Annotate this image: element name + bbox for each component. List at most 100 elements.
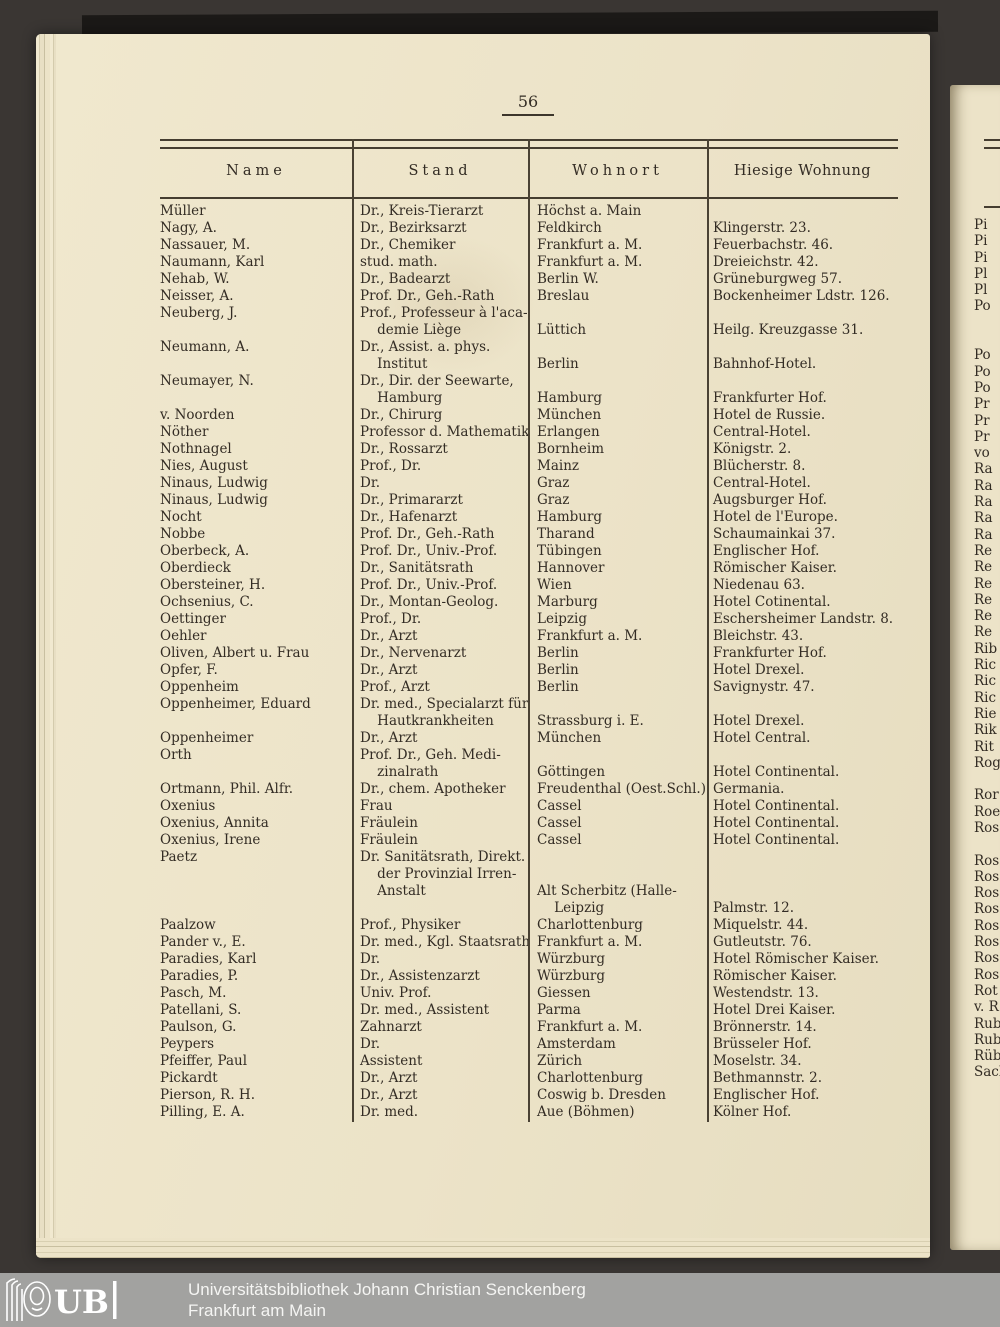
cell-stand: Prof. Dr., Geh.-Rath: [360, 288, 495, 304]
cell-wohnung: Germania.: [713, 781, 785, 797]
cell-wohnort: Breslau: [537, 288, 590, 304]
cell-wohnort: Cassel: [537, 815, 582, 831]
cell-wohnort: Berlin: [537, 679, 579, 695]
cell-stand: Dr., Hafenarzt: [360, 509, 458, 525]
fragment-line: [974, 315, 1000, 331]
cell-wohnung: Brüsseler Hof.: [713, 1036, 812, 1052]
cell-name: Pander v., E.: [160, 934, 246, 950]
cell-name: Oppenheim: [160, 679, 239, 695]
cell-stand: Dr. med.: [360, 1104, 419, 1120]
cell-wohnort: Berlin: [537, 645, 579, 661]
cell-wohnung: Moselstr. 34.: [713, 1053, 802, 1069]
cell-name: Pickardt: [160, 1070, 218, 1086]
cell-wohnung: Hotel Drexel.: [713, 662, 805, 678]
cell-stand: Assistent: [360, 1053, 423, 1069]
fragment-line: Ra: [974, 494, 993, 511]
fragment-line: Ros: [974, 966, 1000, 983]
table-header-row: Name Stand Wohnort Hiesige Wohnung: [160, 161, 898, 181]
column-header-stand: Stand: [408, 163, 472, 179]
cell-wohnort: Feldkirch: [537, 220, 602, 236]
fragment-line: Ros: [974, 917, 1000, 934]
cell-wohnort: Frankfurt a. M.: [537, 254, 643, 270]
cell-name: v. Noorden: [160, 407, 235, 423]
cell-wohnung: Englischer Hof.: [713, 1087, 820, 1103]
cell-wohnort: Erlangen: [537, 424, 600, 440]
cell-name: Pilling, E. A.: [160, 1104, 245, 1120]
table-row: Nocht Dr., Hafenarzt Hamburg Hotel de l'Eur…: [160, 509, 920, 526]
cell-wohnort: Frankfurt a. M.: [537, 628, 643, 644]
fragment-line: Re: [974, 542, 993, 559]
cell-stand: Dr., Dir. der Seewarte, Hamburg: [360, 373, 514, 406]
cell-wohnung: Hotel Continental.: [713, 798, 840, 814]
cell-wohnung: Hotel Continental.: [713, 832, 840, 848]
cell-wohnort: Tübingen: [537, 543, 602, 559]
cell-name: Nothnagel: [160, 441, 232, 457]
cell-wohnort: Graz: [537, 475, 570, 491]
page-number-wrap: 56: [428, 92, 628, 116]
table-row: Peypers Dr. Amsterdam Brüsseler Hof.: [160, 1036, 920, 1053]
cell-stand: Prof., Dr.: [360, 611, 422, 627]
cell-wohnung: Kölner Hof.: [713, 1104, 792, 1120]
cell-wohnort: Aue (Böhmen): [537, 1104, 635, 1120]
table-row: Oxenius, Irene Fräulein Cassel Hotel Contin…: [160, 832, 920, 849]
ub-logo: UB: [6, 1278, 117, 1321]
table-row: Ninaus, Ludwig Dr., Primararzt Graz Augsbur…: [160, 492, 920, 509]
fragment-line: [974, 836, 1000, 852]
fragment-line: [974, 771, 1000, 787]
library-banner: UB Universitätsbibliothek Johann Christi…: [0, 1273, 1000, 1327]
fragment-line: Rit: [974, 738, 994, 755]
cell-name: Ninaus, Ludwig: [160, 475, 268, 491]
fragment-line: Rüb: [974, 1048, 1000, 1065]
cell-name: Nies, August: [160, 458, 248, 474]
cell-wohnung: Feuerbachstr. 46.: [713, 237, 834, 253]
table-row: Obersteiner, H. Prof. Dr., Univ.-Prof. Wie…: [160, 577, 920, 594]
table-row: Paradies, Karl Dr. Würzburg Hotel Römischer…: [160, 951, 920, 968]
fragment-line: Ror: [974, 787, 999, 804]
cell-wohnung: Hotel Continental.: [713, 764, 840, 780]
cell-stand: Prof., Professeur à l'aca- demie Liège: [360, 305, 528, 338]
cell-wohnort: Giessen: [537, 985, 591, 1001]
cell-wohnort: Berlin: [537, 356, 579, 372]
fragment-line: Ric: [974, 657, 997, 674]
cell-wohnung: Hotel Central.: [713, 730, 811, 746]
cell-wohnung: Savignystr. 47.: [713, 679, 815, 695]
table-row: Neisser, A. Prof. Dr., Geh.-Rath Breslau Bo…: [160, 288, 920, 305]
fragment-line: Po: [974, 379, 991, 396]
table-row: Nies, August Prof., Dr. Mainz Blücherstr. 8…: [160, 458, 920, 475]
cell-wohnung: Bahnhof-Hotel.: [713, 356, 817, 372]
cell-wohnort: Frankfurt a. M.: [537, 1019, 643, 1035]
table-row: Oliven, Albert u. Frau Dr., Nervenarzt Ber…: [160, 645, 920, 662]
table-row: Ortmann, Phil. Alfr. Dr., chem. Apotheker…: [160, 781, 920, 798]
cell-stand: Dr., Primararzt: [360, 492, 463, 508]
cell-wohnort: Würzburg: [537, 951, 606, 967]
cell-wohnung: Miquelstr. 44.: [713, 917, 809, 933]
cell-wohnung: Römischer Kaiser.: [713, 560, 837, 576]
cell-wohnort: München: [537, 730, 602, 746]
cell-name: Ortmann, Phil. Alfr.: [160, 781, 294, 797]
cell-stand: Professor d. Mathematik: [360, 424, 530, 440]
table-row: Nöther Professor d. Mathematik Erlangen Cen…: [160, 424, 920, 441]
table-row: Oppenheimer Dr., Arzt München Hotel Central…: [160, 730, 920, 747]
adjacent-page-text-fragments: Pi Pi Pi Pl Pl Po Po Po Po Pr Pr Pr vo Ra Ra Ra Ra Ra Re R…: [974, 217, 1000, 1081]
paper-stain: [366, 234, 536, 374]
cell-stand: Dr. med., Specialarzt für Hautkrankheite…: [360, 696, 529, 729]
cell-stand: Zahnarzt: [360, 1019, 422, 1035]
fragment-line: Pi: [974, 249, 988, 266]
cell-wohnort: Zürich: [537, 1053, 583, 1069]
cell-wohnort: Tharand: [537, 526, 595, 542]
cell-wohnort: Parma: [537, 1002, 581, 1018]
fragment-line: Po: [974, 347, 991, 364]
cell-name: Oxenius: [160, 798, 216, 814]
table-row: Pickardt Dr., Arzt Charlottenburg Bethmanns…: [160, 1070, 920, 1087]
table-row: Pander v., E. Dr. med., Kgl. Staatsrath Fr…: [160, 934, 920, 951]
cell-stand: Prof., Dr.: [360, 458, 422, 474]
table-row: v. Noorden Dr., Chirurg München Hotel de Ru…: [160, 407, 920, 424]
table-row: Neumayer, N. Dr., Dir. der Seewarte, Hamb…: [160, 373, 920, 407]
cell-wohnort: Charlottenburg: [537, 917, 643, 933]
cell-wohnung: Frankfurter Hof.: [713, 390, 827, 406]
table-row: Paetz Dr. Sanitätsrath, Direkt. der Provi…: [160, 849, 920, 917]
table-row: Pasch, M. Univ. Prof. Giessen Westendstr. 1…: [160, 985, 920, 1002]
cell-wohnort: Cassel: [537, 798, 582, 814]
fragment-line: Ros: [974, 852, 1000, 869]
